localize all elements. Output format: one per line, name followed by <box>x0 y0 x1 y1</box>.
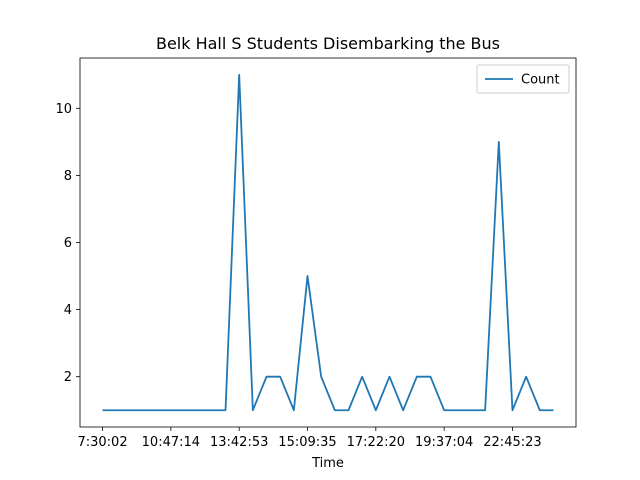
x-tick-label: 19:37:04 <box>415 435 473 450</box>
y-tick-label: 8 <box>64 169 72 184</box>
x-tick-label: 10:47:14 <box>142 435 200 450</box>
legend-label: Count <box>521 73 560 88</box>
y-tick-label: 6 <box>64 236 72 251</box>
series-line-0 <box>102 73 554 412</box>
x-tick-label: 22:45:23 <box>483 435 541 450</box>
x-axis: 7:30:02 10:47:14 13:42:53 15:09:35 17:22:20 1… <box>77 427 542 450</box>
x-tick-label: 7:30:02 <box>77 435 127 450</box>
chart-title: Belk Hall S Students Disembarking the Bu… <box>156 34 500 53</box>
x-tick-label: 15:09:35 <box>278 435 336 450</box>
y-axis: 2 4 6 8 10 <box>55 102 80 385</box>
legend: Count <box>476 64 570 94</box>
legend-box <box>476 64 570 94</box>
y-tick-label: 4 <box>64 303 72 318</box>
x-axis-label: Time <box>311 456 344 471</box>
y-tick-label: 10 <box>55 102 72 117</box>
x-tick-label: 13:42:53 <box>210 435 268 450</box>
y-tick-label: 2 <box>64 370 72 385</box>
x-tick-label: 17:22:20 <box>347 435 405 450</box>
plot-area <box>102 73 554 412</box>
